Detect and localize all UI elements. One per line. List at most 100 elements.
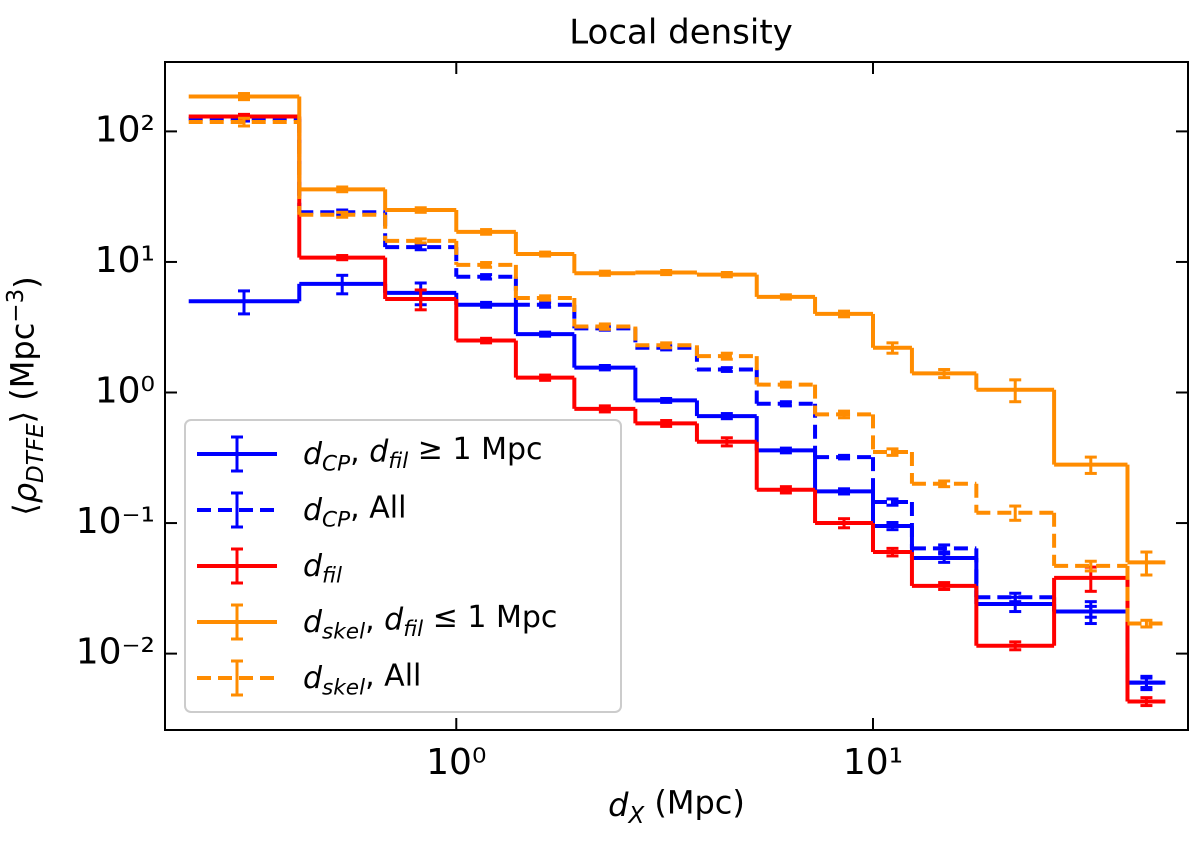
legend-item: dCP, dfil ≥ 1 Mpc xyxy=(197,432,543,476)
label-part: d xyxy=(303,549,323,584)
x-axis-label: dX (Mpc) xyxy=(608,783,745,829)
label-part: , All xyxy=(365,658,421,693)
y-tick-label: 10⁻² xyxy=(76,632,155,673)
label-part: CP xyxy=(322,507,350,532)
label-part: ⟨ xyxy=(6,503,44,515)
error-bar xyxy=(480,273,493,281)
error-bar xyxy=(414,288,427,312)
error-bar xyxy=(480,228,493,236)
error-bar xyxy=(886,497,899,507)
error-bar xyxy=(1140,550,1153,577)
error-bar xyxy=(886,520,899,532)
legend-item: dskel, All xyxy=(197,658,421,700)
legend-box xyxy=(184,419,622,713)
legend-label: dfil xyxy=(303,549,342,588)
error-bar xyxy=(938,543,951,554)
label-part: (Mpc) xyxy=(644,783,745,821)
legend-label: dskel, dfil ≤ 1 Mpc xyxy=(303,600,557,645)
error-bar xyxy=(480,300,493,309)
label-part: skel xyxy=(322,619,365,644)
error-bar xyxy=(414,206,427,214)
error-bar xyxy=(598,269,611,277)
label-part: d xyxy=(303,493,323,528)
error-bar xyxy=(539,250,552,258)
label-part: , All xyxy=(350,490,406,525)
error-bar xyxy=(838,309,851,319)
error-bar xyxy=(838,517,851,530)
error-bar xyxy=(660,396,673,404)
error-bar xyxy=(779,446,792,455)
chart-title: Local density xyxy=(569,13,793,53)
error-bar xyxy=(1009,591,1022,604)
x-tick-label: 10¹ xyxy=(843,742,903,783)
label-part: ≤ 1 Mpc xyxy=(423,600,557,635)
error-bar xyxy=(660,419,673,428)
label-part: CP xyxy=(322,451,350,476)
label-part: fil xyxy=(388,449,408,474)
label-part: ρ xyxy=(6,483,44,503)
error-bar xyxy=(779,485,792,495)
error-bar xyxy=(938,368,951,380)
error-bar xyxy=(539,373,552,382)
y-axis-label: ⟨ρDTFE⟩ (Mpc−3) xyxy=(3,276,49,516)
label-part: ⟩ (Mpc xyxy=(3,323,41,424)
error-bar xyxy=(720,412,733,421)
error-bar xyxy=(336,254,349,262)
error-bar xyxy=(779,400,792,408)
label-part: d xyxy=(303,605,323,640)
error-bar xyxy=(1084,559,1097,573)
error-bar xyxy=(480,261,493,269)
error-bar xyxy=(838,409,851,420)
label-part: d xyxy=(384,602,404,637)
error-bar xyxy=(598,404,611,414)
error-bar xyxy=(1009,504,1022,522)
error-bar xyxy=(838,453,851,461)
label-part: fil xyxy=(322,563,342,588)
error-bar xyxy=(336,210,349,219)
y-tick-label: 10⁻¹ xyxy=(76,501,155,542)
y-tick-label: 10¹ xyxy=(95,240,155,281)
error-bar xyxy=(414,237,427,245)
error-bar xyxy=(539,294,552,302)
label-part: DTFE xyxy=(23,423,49,483)
error-bar xyxy=(938,581,951,591)
label-part: d xyxy=(608,786,629,824)
legend-label: dCP, All xyxy=(303,490,406,532)
error-bar xyxy=(598,364,611,372)
label-part: , xyxy=(365,602,384,637)
label-part: X xyxy=(627,803,645,829)
error-bar xyxy=(720,271,733,279)
error-bar xyxy=(336,185,349,194)
y-tick-label: 10⁰ xyxy=(95,371,155,412)
error-bar xyxy=(660,341,673,350)
label-part: d xyxy=(369,434,389,469)
error-bar xyxy=(1009,378,1022,404)
x-tick-label: 10⁰ xyxy=(426,742,486,783)
error-bar xyxy=(779,293,792,301)
plot-frame xyxy=(164,61,1189,731)
error-bar xyxy=(480,336,493,345)
label-part: −3 xyxy=(3,289,29,323)
label-part: fil xyxy=(403,617,423,642)
error-bar xyxy=(1140,696,1153,708)
error-bar xyxy=(1084,455,1097,475)
plot-area xyxy=(188,92,1166,708)
error-bar xyxy=(1084,604,1097,619)
error-bar xyxy=(720,436,733,448)
error-bar xyxy=(660,268,673,277)
error-bar xyxy=(336,273,349,296)
error-bar xyxy=(237,92,250,102)
error-bar xyxy=(1009,640,1022,652)
error-bar xyxy=(886,341,899,355)
legend-item: dskel, dfil ≤ 1 Mpc xyxy=(197,600,557,645)
error-bar xyxy=(539,300,552,309)
label-part: d xyxy=(303,661,323,696)
error-bar xyxy=(938,552,951,564)
label-part: ≥ 1 Mpc xyxy=(408,432,542,467)
error-bar xyxy=(938,479,951,489)
error-bar xyxy=(1140,676,1153,690)
error-bar xyxy=(598,322,611,331)
error-bar xyxy=(237,116,250,128)
y-tick-label: 10² xyxy=(95,109,155,150)
